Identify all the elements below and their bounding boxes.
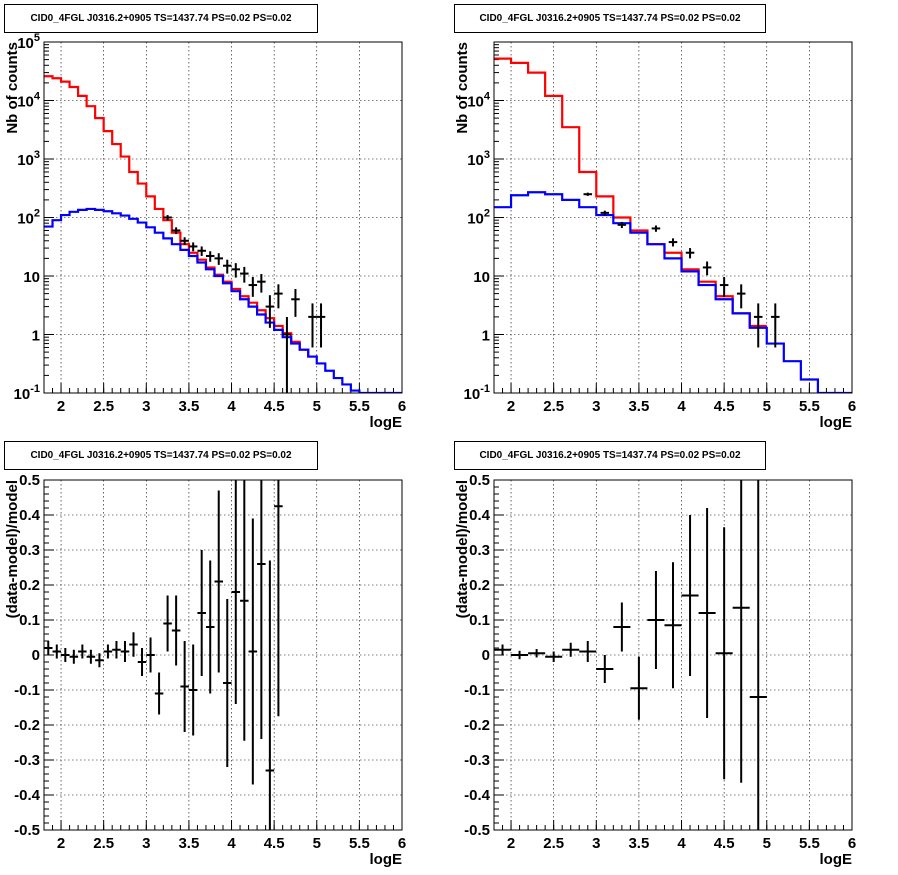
- x-tick-label: 4.5: [714, 835, 735, 852]
- y-tick-label: -0.2: [464, 717, 490, 734]
- plot-frame: [493, 41, 853, 394]
- x-tick-label: 3: [592, 398, 600, 415]
- x-tick-label: 5.5: [349, 835, 370, 852]
- x-tick-label: 3.5: [178, 835, 199, 852]
- y-tick-label: 102: [467, 208, 490, 228]
- y-tick-label: -0.3: [464, 752, 490, 769]
- x-tick-label: 3.5: [628, 398, 649, 415]
- x-tick-label: 3.5: [178, 398, 199, 415]
- y-tick-label: -0.4: [464, 787, 491, 804]
- y-axis-title: (data-model)/model: [454, 480, 471, 618]
- y-tick-label: 10-1: [14, 383, 40, 403]
- plot-frame: [43, 41, 403, 394]
- x-tick-label: 2: [507, 398, 515, 415]
- x-axis-title: logE: [820, 851, 853, 868]
- x-tick-label: 2.5: [93, 398, 114, 415]
- y-tick-label: -0.5: [14, 822, 40, 839]
- x-tick-label: 5.5: [799, 398, 820, 415]
- x-tick-label: 4: [227, 398, 236, 415]
- y-tick-label: -0.5: [464, 822, 490, 839]
- plot-3: 2 2.5 3 3.5 4 4.5 5 5.5 6 -0.5 -0.4 -0.3 -0.2 -0.1 0 0.…: [454, 472, 856, 868]
- y-tick-label: 10: [23, 269, 40, 286]
- x-tick-label: 2: [507, 835, 515, 852]
- histogram-series-0: [44, 75, 317, 358]
- y-tick-label: 0.1: [19, 612, 40, 629]
- y-tick-label: 0.3: [469, 542, 490, 559]
- y-tick-label: 104: [17, 91, 41, 111]
- panel-title-top-left: CID0_4FGL J0316.2+0905 TS=1437.74 PS=0.0…: [4, 4, 318, 33]
- x-tick-label: 4: [677, 835, 686, 852]
- y-axis-title: Nb of counts: [4, 42, 21, 134]
- plot-1: 2 2.5 3 3.5 4 4.5 5 5.5 6 10-1 1 10 102 103 104 logE Nb …: [454, 41, 856, 431]
- x-tick-label: 2.5: [543, 835, 564, 852]
- plot-data-0: [44, 75, 402, 393]
- x-tick-label: 5: [313, 398, 321, 415]
- x-tick-label: 6: [398, 835, 406, 852]
- y-tick-label: 1: [32, 328, 40, 345]
- x-tick-label: 3: [142, 398, 150, 415]
- x-tick-label: 3.5: [628, 835, 649, 852]
- plot-frame: [43, 479, 403, 831]
- panel-title-top-right: CID0_4FGL J0316.2+0905 TS=1437.74 PS=0.0…: [454, 4, 766, 33]
- y-tick-label: 0.4: [469, 507, 491, 524]
- x-tick-label: 2.5: [93, 835, 114, 852]
- x-tick-label: 5: [763, 835, 771, 852]
- y-tick-label: 1: [482, 328, 490, 345]
- x-tick-label: 6: [398, 398, 406, 415]
- x-tick-label: 5.5: [349, 398, 370, 415]
- plot-data-2: [44, 480, 283, 830]
- y-axis-title: (data-model)/model: [4, 480, 21, 618]
- y-tick-label: 0.2: [19, 577, 40, 594]
- plot-2: 2 2.5 3 3.5 4 4.5 5 5.5 6 -0.5 -0.4 -0.3 -0.2 -0.1 0 0.…: [4, 472, 406, 868]
- y-tick-label: 0.2: [469, 577, 490, 594]
- y-tick-label: 10-1: [464, 383, 490, 403]
- y-tick-label: 10: [473, 269, 490, 286]
- plot-data-3: [494, 480, 767, 830]
- y-tick-label: 0: [32, 647, 40, 664]
- y-tick-label: 0.4: [19, 507, 41, 524]
- y-tick-label: 105: [17, 32, 40, 52]
- plot-frame: [493, 479, 853, 831]
- y-tick-label: 102: [17, 208, 40, 228]
- x-tick-label: 4.5: [264, 835, 285, 852]
- x-tick-label: 4.5: [714, 398, 735, 415]
- x-tick-label: 2.5: [543, 398, 564, 415]
- y-tick-label: -0.1: [464, 682, 490, 699]
- plot-data-1: [494, 57, 852, 393]
- y-tick-label: -0.3: [14, 752, 40, 769]
- x-tick-label: 2: [57, 398, 65, 415]
- histogram-series-1: [44, 207, 402, 393]
- y-tick-label: -0.1: [14, 682, 40, 699]
- x-axis-title: logE: [820, 414, 853, 431]
- x-tick-label: 6: [848, 835, 856, 852]
- x-tick-label: 4: [677, 398, 686, 415]
- y-tick-label: -0.2: [14, 717, 40, 734]
- y-tick-label: 0.1: [469, 612, 490, 629]
- y-axis-title: Nb of counts: [454, 42, 471, 134]
- y-tick-label: 0.5: [19, 472, 40, 489]
- x-axis-title: logE: [370, 414, 403, 431]
- y-tick-label: 103: [17, 149, 40, 169]
- y-tick-label: -0.4: [14, 787, 41, 804]
- x-tick-label: 5: [763, 398, 771, 415]
- histogram-series-1: [494, 191, 852, 393]
- y-tick-label: 104: [467, 91, 491, 111]
- x-tick-label: 3: [142, 835, 150, 852]
- x-tick-label: 5: [313, 835, 321, 852]
- x-tick-label: 3: [592, 835, 600, 852]
- y-tick-label: 0.5: [469, 472, 490, 489]
- x-tick-label: 6: [848, 398, 856, 415]
- x-tick-label: 4.5: [264, 398, 285, 415]
- x-tick-label: 4: [227, 835, 236, 852]
- y-tick-label: 0: [482, 647, 490, 664]
- panel-title-bottom-right: CID0_4FGL J0316.2+0905 TS=1437.74 PS=0.0…: [454, 441, 766, 470]
- y-tick-label: 0.3: [19, 542, 40, 559]
- x-tick-label: 5.5: [799, 835, 820, 852]
- y-tick-label: 103: [467, 149, 490, 169]
- plot-0: 2 2.5 3 3.5 4 4.5 5 5.5 6 10-1 1 10 102 103 104 105 logE…: [4, 32, 406, 431]
- x-axis-title: logE: [370, 851, 403, 868]
- panel-title-bottom-left: CID0_4FGL J0316.2+0905 TS=1437.74 PS=0.0…: [4, 441, 318, 470]
- x-tick-label: 2: [57, 835, 65, 852]
